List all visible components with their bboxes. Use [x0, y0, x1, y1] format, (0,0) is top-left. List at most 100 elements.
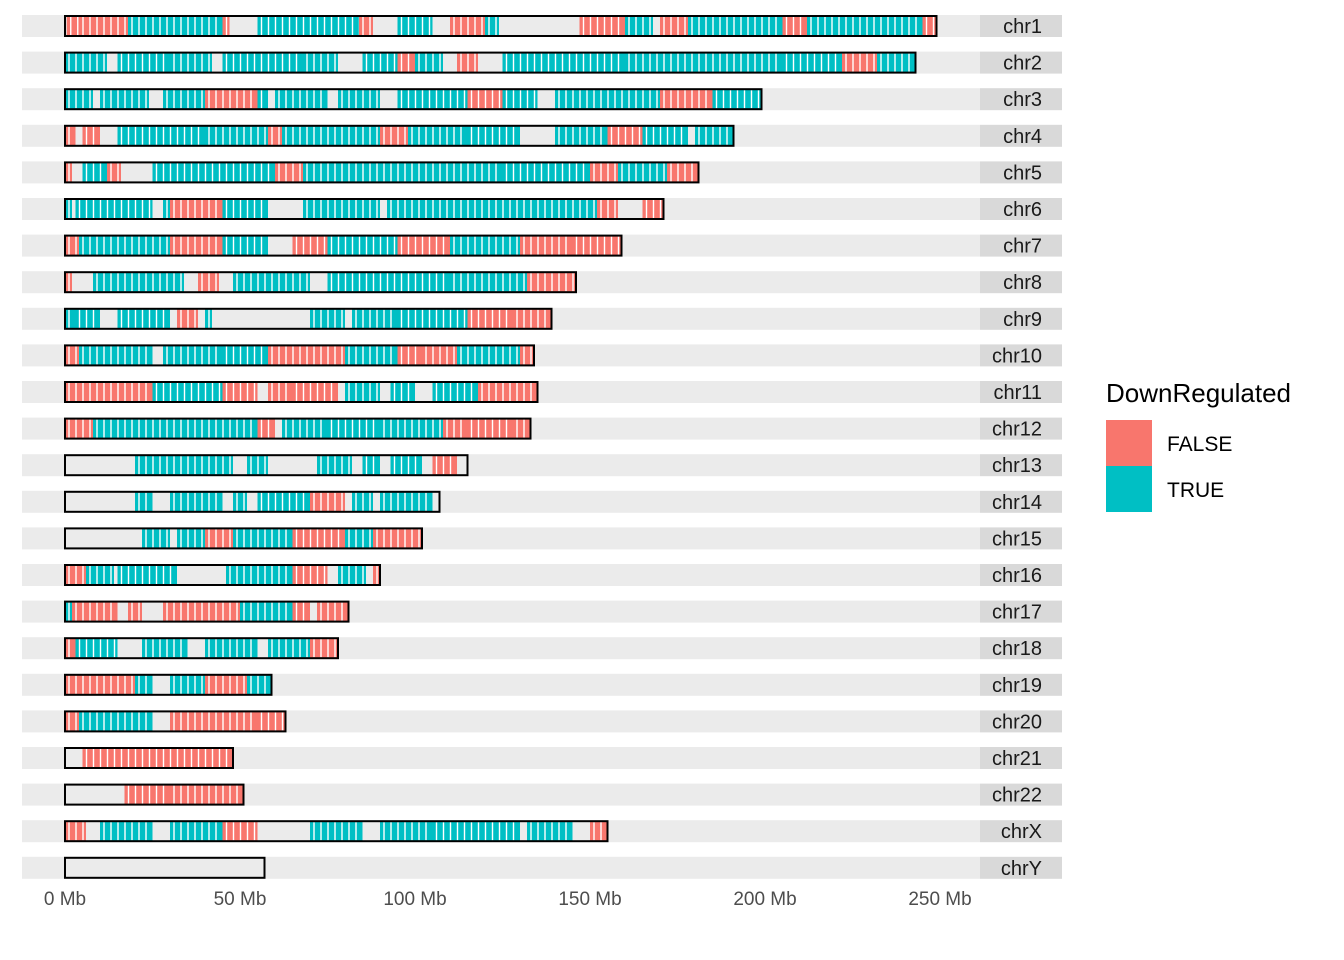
ideogram-chr12	[64, 417, 532, 440]
region-chr4-12	[695, 125, 734, 146]
ideogram-chr8	[64, 271, 577, 294]
region-chr20-5	[257, 711, 286, 732]
ideogram-chr14	[64, 490, 441, 513]
region-chr17-2	[128, 601, 142, 622]
region-chr1-11	[660, 16, 688, 36]
region-chr4-5	[282, 125, 380, 146]
region-chr15-2	[205, 528, 233, 549]
chromosome-label-chr12: chr12	[992, 419, 1042, 441]
chromosome-label-chr18: chr18	[992, 638, 1042, 660]
region-chrX-4	[310, 821, 363, 842]
legend-label-true: TRUE	[1167, 479, 1224, 502]
region-chr6-3	[170, 199, 223, 219]
region-chr16-2	[117, 565, 177, 585]
region-chr17-5	[292, 601, 310, 622]
region-chr2-4	[222, 52, 303, 73]
region-chr7-8	[520, 235, 573, 256]
region-chr18-0	[65, 638, 76, 659]
region-chr3-2	[163, 89, 205, 110]
region-chr16-6	[338, 565, 366, 585]
region-chr15-4	[292, 528, 345, 549]
region-chr18-3	[205, 638, 258, 659]
chromosome-ideograms	[64, 15, 938, 879]
strip-chr15	[980, 527, 1062, 550]
region-chr2-11	[625, 52, 783, 73]
region-chr5-9	[590, 162, 618, 183]
region-chr15-1	[177, 528, 205, 549]
strip-chr3	[980, 88, 1062, 111]
x-tick-label-0: 0 Mb	[44, 889, 86, 910]
region-chrX-6	[432, 821, 520, 842]
region-chr15-7	[408, 528, 422, 549]
track-band-chr20	[22, 710, 980, 733]
chromosome-label-chr14: chr14	[992, 492, 1042, 514]
strip-chr2	[980, 51, 1062, 74]
ideogram-chrX	[64, 820, 609, 843]
strip-chr1	[980, 15, 1062, 37]
ideogram-chrY	[64, 856, 266, 879]
region-chr18-5	[310, 638, 338, 659]
region-chr14-2	[233, 491, 247, 512]
region-chr12-7	[327, 418, 380, 439]
region-chr4-6	[380, 125, 408, 146]
region-chr2-12	[782, 52, 842, 73]
ideogram-chr9	[64, 307, 553, 330]
region-chr4-2	[117, 125, 205, 146]
region-chr14-0	[135, 491, 153, 512]
ideogram-chr7	[64, 234, 623, 257]
region-chr6-8	[555, 199, 597, 219]
strip-chr21	[980, 747, 1062, 769]
region-chr3-0	[65, 89, 93, 110]
region-chr4-0	[65, 125, 76, 146]
legend-key-false	[1106, 420, 1152, 466]
region-chr5-2	[107, 162, 121, 183]
region-chr15-3	[233, 528, 293, 549]
x-axis-tick-labels: 0 Mb 50 Mb 100 Mb 150 Mb 200 Mb 250 Mb	[44, 889, 972, 910]
strip-chr13	[980, 454, 1062, 477]
region-chr11-1	[100, 382, 153, 402]
region-chr2-3	[170, 52, 212, 73]
region-chrX-5	[380, 821, 433, 842]
track-band-chr19	[22, 673, 980, 696]
track-band-chr22	[22, 783, 980, 806]
region-chr2-8	[415, 52, 443, 73]
strip-chr14	[980, 490, 1062, 513]
region-chr5-3	[152, 162, 275, 183]
region-chr13-4	[390, 455, 422, 476]
region-chr16-1	[86, 565, 114, 585]
chromosome-label-chrX: chrX	[1001, 821, 1042, 843]
ideogram-chr2	[64, 51, 917, 74]
ideogram-chr15	[64, 527, 423, 550]
x-tick-label-3: 150 Mb	[558, 889, 621, 910]
region-chr18-1	[75, 638, 118, 659]
region-chr8-4	[327, 272, 450, 293]
region-chr14-3	[257, 491, 310, 512]
region-chr4-9	[555, 125, 608, 146]
region-chr1-8	[485, 16, 499, 36]
chromosome-label-chr21: chr21	[992, 748, 1042, 770]
region-chr2-2	[117, 52, 170, 73]
region-chrX-8	[590, 821, 608, 842]
strip-chr11	[980, 381, 1062, 403]
region-chr7-2	[170, 235, 223, 256]
strip-chr6	[980, 198, 1062, 220]
region-chr1-14	[807, 16, 863, 36]
region-chr13-3	[362, 455, 380, 476]
region-chr12-5	[257, 418, 275, 439]
x-tick-label-1: 50 Mb	[214, 889, 267, 910]
ideogram-chr13	[64, 454, 469, 477]
track-band-chr14	[22, 490, 980, 513]
region-chr8-6	[527, 272, 555, 293]
region-chr11-10	[520, 382, 538, 402]
region-chr17-4	[240, 601, 293, 622]
region-chr4-4	[268, 125, 282, 146]
region-chr1-10	[625, 16, 653, 36]
region-chr19-2	[135, 674, 153, 695]
ideogram-chr19	[64, 673, 273, 696]
region-chr9-9	[513, 308, 552, 329]
region-chrX-1	[100, 821, 153, 842]
chromosome-label-chr20: chr20	[992, 711, 1042, 733]
ideogram-chr1	[64, 15, 938, 37]
ideogram-chr6	[64, 198, 665, 220]
region-chr2-7	[397, 52, 415, 73]
